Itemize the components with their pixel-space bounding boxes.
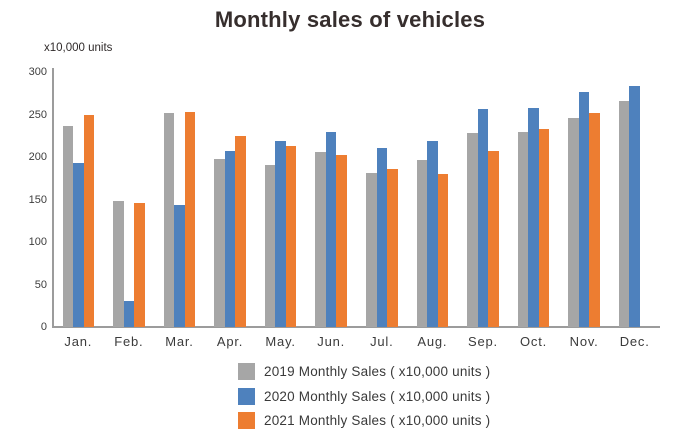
bar-2021-jun [336,155,347,327]
y-axis-units-label: x10,000 units [44,42,113,54]
legend: 2019 Monthly Sales ( x10,000 units ) 2020… [238,363,538,433]
chart-title: Monthly sales of vehicles [214,7,486,32]
bar-2020-oct [528,107,539,327]
y-tick-label-0: 0 [40,321,47,333]
bar-2019-aug [416,160,428,327]
legend-label-2019: 2019 Monthly Sales ( x10,000 units ) [264,364,491,379]
legend-item-2021: 2021 Monthly Sales ( x10,000 units ) [238,412,490,429]
bar-2019-jun [315,151,326,327]
bar-2020-jan [73,162,84,327]
x-label-dec: Dec. [619,334,650,349]
bar-2019-mar [163,112,175,327]
legend-label-2021: 2021 Monthly Sales ( x10,000 units ) [264,413,491,428]
bar-2020-aug [427,140,438,327]
bar-2021-aug [437,174,449,327]
bar-2021-jul [387,168,398,327]
bar-2019-apr [214,158,225,327]
x-axis-line [52,326,660,328]
legend-item-2020: 2020 Monthly Sales ( x10,000 units ) [238,388,490,405]
bar-2019-may [264,164,276,327]
bar-2019-nov [568,117,579,327]
legend-swatch-2020 [238,388,255,405]
x-label-mar: Mar. [165,334,194,349]
legend-item-2019: 2019 Monthly Sales ( x10,000 units ) [238,363,490,380]
bar-2021-oct [538,128,550,327]
x-label-feb: Feb. [114,334,144,349]
y-tick-label-300: 300 [28,66,47,78]
x-label-jun: Jun. [317,334,346,349]
bar-2019-jan [62,125,74,327]
y-tick-label-50: 50 [34,278,47,291]
y-tick-label-250: 250 [28,108,47,121]
x-label-jul: Jul. [370,334,394,349]
legend-label-2020: 2020 Monthly Sales ( x10,000 units ) [264,389,491,404]
bar-2019-feb [113,201,124,327]
bar-2020-jul [376,147,388,327]
y-axis-line [52,68,54,328]
bar-2021-mar [184,111,196,327]
bar-2020-apr [224,151,236,327]
x-label-nov: Nov. [569,334,599,349]
bar-2019-oct [517,132,529,327]
bar-2020-nov [578,91,590,327]
bar-2020-dec [629,86,640,327]
bar-2020-jun [325,131,337,327]
x-label-apr: Apr. [216,334,244,349]
bar-2019-dec [618,100,630,327]
bar-2021-jan [83,114,95,327]
y-tick-label-150: 150 [28,193,47,206]
bar-2021-sep [488,151,499,327]
bar-2021-apr [235,135,246,327]
bar-2020-sep [477,108,489,327]
x-label-aug: Aug. [417,334,448,349]
bar-2021-nov [589,112,600,327]
bar-2021-may [285,145,297,327]
bar-2020-may [275,140,286,327]
y-tick-label-200: 200 [28,151,47,163]
bar-2020-feb [123,300,135,327]
bar-2019-jul [366,173,377,327]
bar-2021-feb [134,202,145,327]
legend-swatch-2019 [238,363,255,380]
x-label-oct: Oct. [520,334,548,349]
bar-2019-sep [467,133,478,327]
y-tick-label-100: 100 [28,236,47,248]
x-label-jan: Jan. [64,334,93,349]
legend-swatch-2021 [238,412,255,429]
x-label-may: May. [265,334,296,349]
x-label-sep: Sep. [467,334,498,349]
bar-2020-mar [174,205,185,327]
